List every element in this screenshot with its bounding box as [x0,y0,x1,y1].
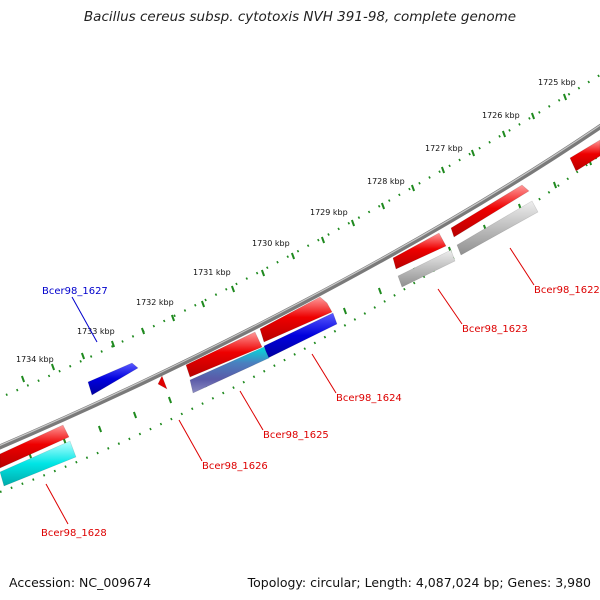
major-tick [320,236,326,244]
major-tick [342,307,348,315]
major-tick [562,93,568,101]
gene-label[interactable]: Bcer98_1622 [534,285,600,296]
major-tick [110,340,116,348]
tick-labels: 1725 kbp 1726 kbp 1727 kbp 1728 kbp 1729 kbp… [16,78,576,364]
gene-1623-arrow [392,232,447,270]
major-tick [230,285,236,293]
outer-tick-track [5,74,600,397]
major-tick [530,112,536,120]
major-tick [290,252,296,260]
major-tick [377,287,383,295]
major-tick [200,300,206,308]
gene-1625-arrow [185,331,263,378]
tick-label: 1727 kbp [425,144,463,153]
major-tick [140,327,146,335]
major-tick [552,181,558,189]
gene-label[interactable]: Bcer98_1628 [41,528,107,539]
gene-leader-line [239,390,264,431]
gene-1622-rna [456,200,539,256]
major-tick [350,219,356,227]
major-ticks [20,93,593,459]
gene-leader-line [311,353,337,394]
gene-label[interactable]: Bcer98_1625 [263,430,329,441]
gene-label[interactable]: Bcer98_1627 [42,286,108,297]
footer-accession: Accession: NC_009674 [9,575,152,590]
major-tick [260,269,266,277]
major-tick [80,352,86,360]
tick-label: 1731 kbp [193,268,231,277]
tick-label: 1732 kbp [136,298,174,307]
gene-1628-cyan [0,440,77,487]
genome-backbone-highlight [0,124,600,447]
major-tick [470,149,476,157]
major-tick [97,425,103,433]
major-tick [170,314,176,322]
tick-label: 1729 kbp [310,208,348,217]
gene-leader-line [509,247,535,286]
gene-leader-line [178,419,203,462]
gene-label[interactable]: Bcer98_1626 [202,461,268,472]
tick-label: 1730 kbp [252,239,290,248]
major-tick [440,166,446,174]
features [0,139,600,487]
major-tick [167,396,173,404]
genome-backbone [0,123,600,450]
gene-leader-line [437,288,463,325]
tick-label: 1725 kbp [538,78,576,87]
major-tick [50,363,56,371]
tick-label: 1726 kbp [482,111,520,120]
gene-1628-arrow [0,424,70,469]
gene-label[interactable]: Bcer98_1623 [462,324,528,335]
gene-leader-line [71,296,98,343]
major-tick [380,202,386,210]
gene-labels: Bcer98_1622 Bcer98_1623 Bcer98_1624 Bcer98_… [41,247,600,539]
major-tick [501,130,507,138]
gene-1621-arrow [569,139,600,172]
footer-info: Topology: circular; Length: 4,087,024 bp… [247,575,591,590]
gene-label[interactable]: Bcer98_1624 [336,393,402,404]
gene-1623-rna [397,249,456,288]
gene-1622-arrow [450,184,530,238]
tick-label: 1728 kbp [367,177,405,186]
major-tick [132,411,138,419]
tick-label: 1734 kbp [16,355,54,364]
gene-1627-arrow [87,362,139,396]
gene-1624-arrow [259,296,333,343]
major-tick [20,375,26,383]
page-title: Bacillus cereus subsp. cytotoxis NVH 391… [83,9,517,25]
gene-leader-line [45,483,69,525]
major-tick [410,184,416,192]
tick-label: 1733 kbp [77,327,115,336]
gene-1625-mixed [189,346,270,394]
gene-1626-arrow [157,375,168,390]
